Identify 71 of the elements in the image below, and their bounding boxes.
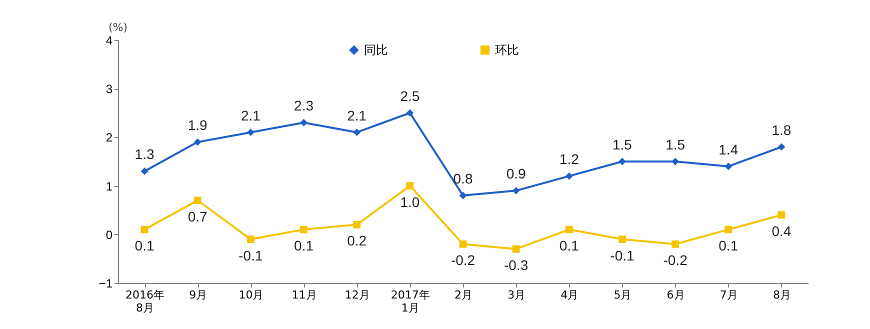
point	[672, 240, 680, 248]
data-label: -0.3	[504, 256, 528, 273]
x-tick-label: 3月	[508, 288, 526, 302]
data-label: 0.7	[188, 208, 208, 224]
x-tick-label: 2017年 1月	[390, 288, 430, 314]
data-label: 0.2	[347, 232, 367, 249]
data-label: 0.9	[506, 166, 526, 182]
point	[300, 226, 308, 234]
x-tick-label: 10月	[238, 288, 264, 302]
point	[724, 226, 732, 234]
data-label: 0.4	[772, 222, 792, 239]
y-axis-title: (%)	[108, 21, 128, 34]
x-tick-label: 2016年 8月	[126, 288, 165, 314]
point	[194, 196, 202, 204]
data-label: 1.9	[188, 117, 208, 134]
x-tick-label: 8月	[772, 288, 791, 302]
x-tick-label: 5月	[614, 288, 632, 302]
x-tick-label: 11月	[292, 288, 317, 302]
y-tick-label: 4	[106, 34, 113, 48]
point	[512, 245, 520, 253]
y-tick-label: 3	[106, 82, 113, 96]
legend-label: 同比	[364, 43, 388, 58]
point	[300, 118, 308, 126]
point	[565, 226, 573, 234]
data-label: 0.1	[134, 238, 154, 254]
data-label: 2.3	[294, 98, 314, 114]
data-label: 1.0	[400, 194, 420, 210]
y-tick-label: −1	[98, 276, 113, 290]
point	[194, 138, 202, 146]
y-tick-label: 2	[106, 130, 113, 145]
y-tick-label: 1	[106, 179, 113, 194]
point	[246, 128, 254, 136]
data-label: 0.1	[718, 238, 738, 254]
x-tick-label: 12月	[344, 288, 370, 302]
data-label: 2.1	[240, 107, 261, 124]
legend-label: 环比	[495, 43, 519, 58]
point	[459, 240, 467, 248]
point	[724, 162, 732, 170]
data-label: 1.5	[666, 136, 686, 152]
data-label: 0.8	[453, 170, 473, 187]
point	[672, 158, 680, 166]
data-label: 0.1	[559, 238, 580, 254]
data-label: 1.2	[559, 151, 580, 168]
x-tick-label: 4月	[560, 288, 579, 302]
data-label: 0.1	[294, 238, 314, 254]
data-label: -0.1	[238, 247, 263, 264]
point	[406, 182, 414, 190]
point	[353, 128, 361, 136]
x-tick-label: 7月	[720, 288, 738, 302]
y-tick-label: 0	[106, 228, 113, 242]
point	[406, 109, 414, 117]
data-label: 2.5	[400, 88, 420, 104]
point	[459, 192, 467, 200]
data-label: 1.8	[772, 122, 792, 138]
point	[565, 172, 573, 180]
x-tick-label: 9月	[189, 288, 208, 302]
point	[353, 220, 361, 228]
point	[140, 168, 148, 175]
point	[512, 186, 520, 194]
x-tick-label: 6月	[666, 288, 685, 302]
x-tick-label: 2月	[454, 288, 472, 302]
data-label: -0.1	[610, 247, 635, 264]
data-label: -0.2	[450, 252, 476, 268]
data-label: -0.2	[663, 252, 688, 268]
data-label: 2.1	[347, 107, 367, 124]
point	[778, 143, 786, 151]
data-label: 1.3	[134, 146, 154, 162]
data-label: 1.5	[612, 136, 632, 152]
point	[246, 236, 254, 243]
point	[618, 236, 626, 243]
data-label: 1.4	[718, 141, 738, 158]
